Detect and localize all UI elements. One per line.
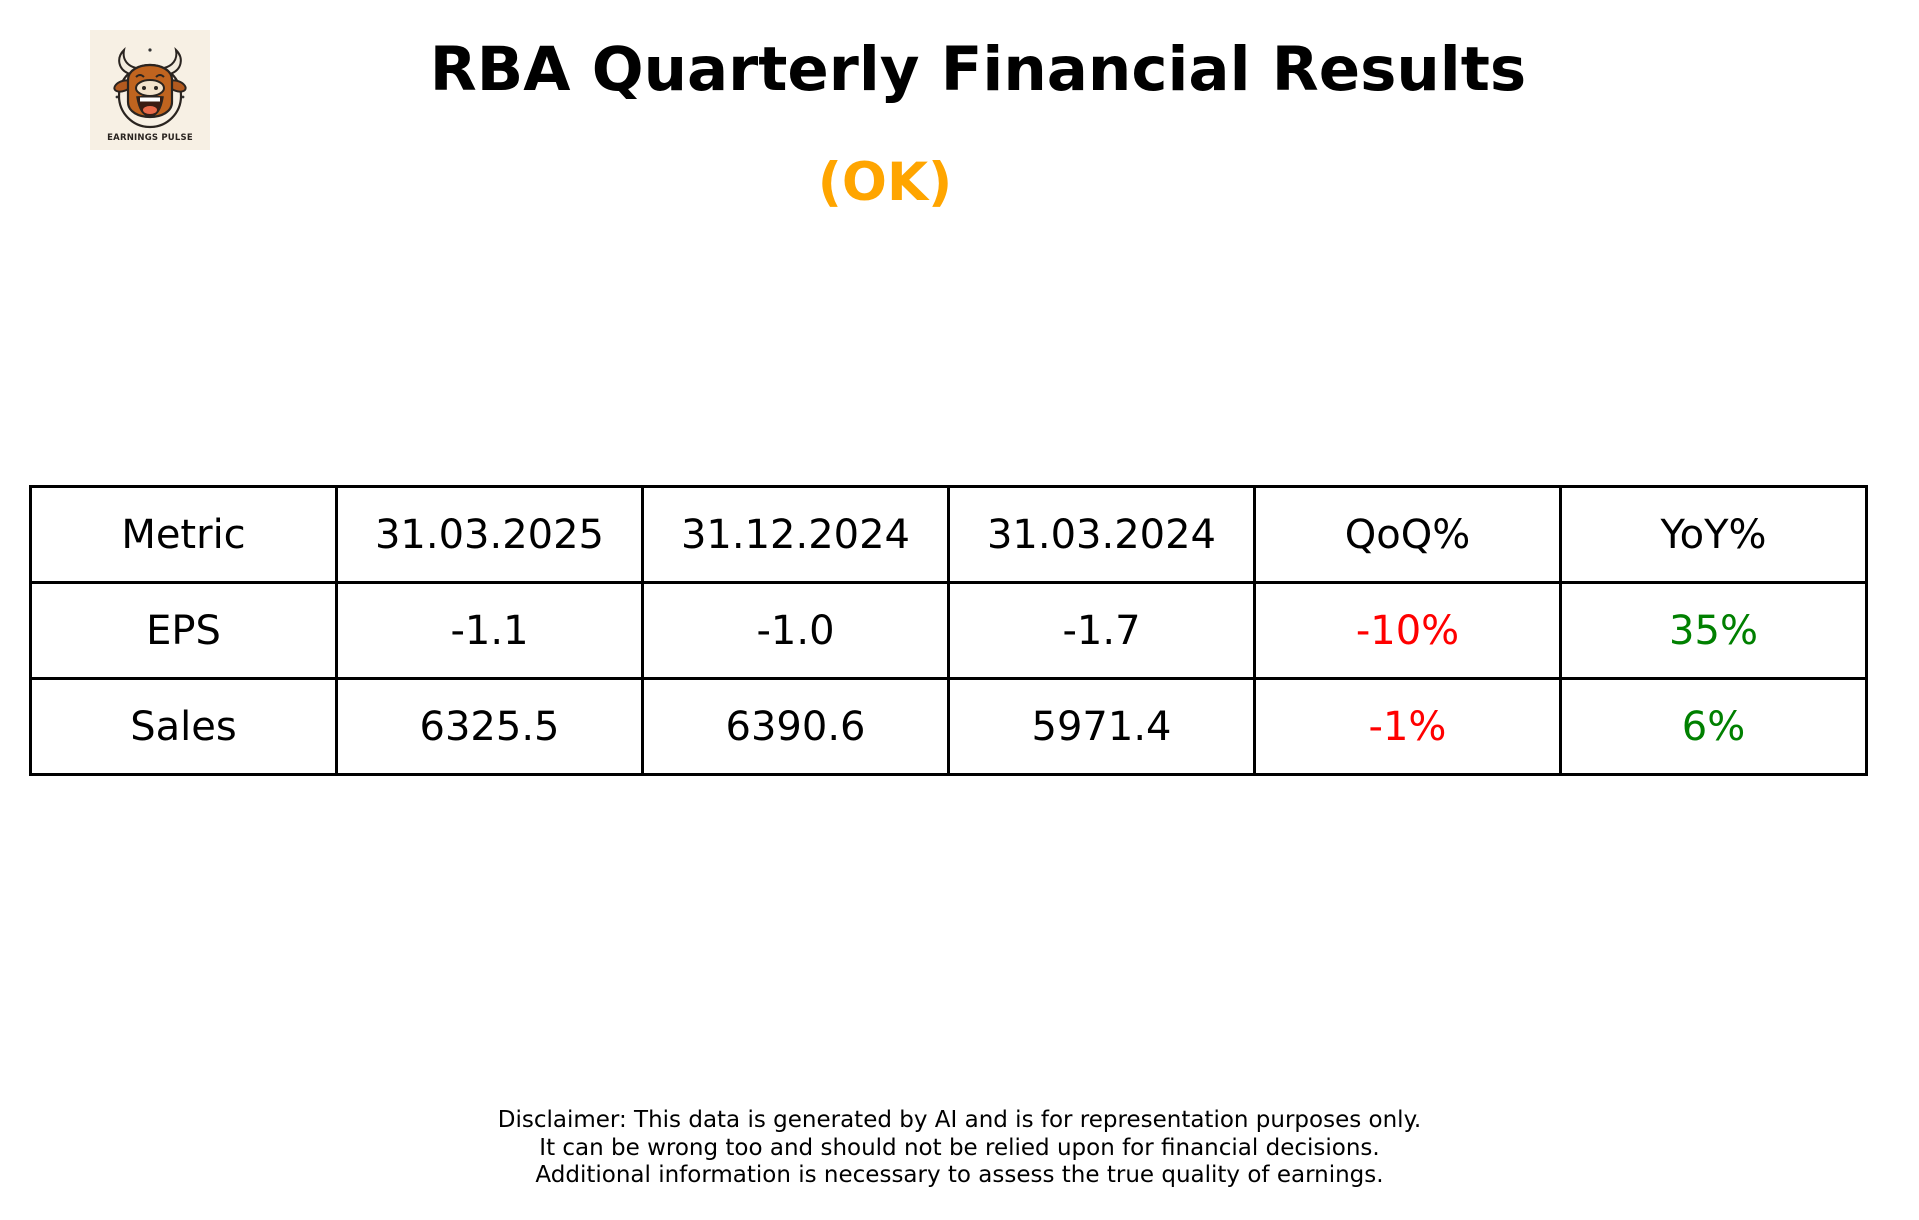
column-header-q3: 31.03.2024: [947, 485, 1256, 584]
logo-text: EARNINGS PULSE: [107, 133, 193, 143]
disclaimer-line: It can be wrong too and should not be re…: [539, 1134, 1380, 1161]
disclaimer-line: Additional information is necessary to a…: [535, 1162, 1384, 1188]
disclaimer-line: Disclaimer: This data is generated by AI…: [497, 1107, 1422, 1133]
table-row: EPS -1.1 -1.0 -1.7 -10% 35%: [29, 581, 1868, 680]
column-header-qoq: QoQ%: [1253, 485, 1562, 584]
status-badge: (OK): [817, 152, 953, 213]
metric-label: Sales: [29, 677, 338, 776]
table-header-row: Metric 31.03.2025 31.12.2024 31.03.2024 …: [29, 485, 1868, 584]
yoy-change: 6%: [1559, 677, 1868, 776]
column-header-metric: Metric: [29, 485, 338, 584]
value-cell: 6325.5: [335, 677, 644, 776]
value-cell: -1.1: [335, 581, 644, 680]
value-cell: 5971.4: [947, 677, 1256, 776]
value-cell: -1.0: [641, 581, 950, 680]
table-row: Sales 6325.5 6390.6 5971.4 -1% 6%: [29, 677, 1868, 776]
earnings-pulse-logo: EARNINGS PULSE: [90, 30, 210, 150]
value-cell: -1.7: [947, 581, 1256, 680]
column-header-yoy: YoY%: [1559, 485, 1868, 584]
page-title: RBA Quarterly Financial Results: [429, 34, 1527, 105]
column-header-q1: 31.03.2025: [335, 485, 644, 584]
column-header-q2: 31.12.2024: [641, 485, 950, 584]
bull-mascot-icon: [113, 46, 187, 129]
metric-label: EPS: [29, 581, 338, 680]
disclaimer: Disclaimer: This data is generated by AI…: [0, 1107, 1919, 1190]
results-table: Metric 31.03.2025 31.12.2024 31.03.2024 …: [29, 485, 1868, 776]
value-cell: 6390.6: [641, 677, 950, 776]
yoy-change: 35%: [1559, 581, 1868, 680]
qoq-change: -10%: [1253, 581, 1562, 680]
qoq-change: -1%: [1253, 677, 1562, 776]
